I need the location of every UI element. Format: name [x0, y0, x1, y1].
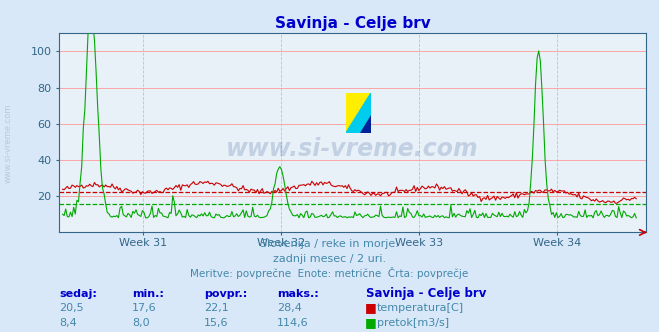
- Text: min.:: min.:: [132, 289, 163, 299]
- Polygon shape: [360, 115, 371, 133]
- Text: 20,5: 20,5: [59, 303, 84, 313]
- Text: Slovenija / reke in morje.: Slovenija / reke in morje.: [260, 239, 399, 249]
- Text: sedaj:: sedaj:: [59, 289, 97, 299]
- Polygon shape: [346, 93, 371, 133]
- Text: 15,6: 15,6: [204, 318, 229, 328]
- Text: 28,4: 28,4: [277, 303, 302, 313]
- Text: 8,0: 8,0: [132, 318, 150, 328]
- Text: 22,1: 22,1: [204, 303, 229, 313]
- Text: ■: ■: [364, 316, 376, 329]
- Text: www.si-vreme.com: www.si-vreme.com: [3, 103, 13, 183]
- Text: www.si-vreme.com: www.si-vreme.com: [226, 137, 479, 161]
- Text: 17,6: 17,6: [132, 303, 156, 313]
- Text: Savinja - Celje brv: Savinja - Celje brv: [366, 287, 486, 300]
- Text: pretok[m3/s]: pretok[m3/s]: [377, 318, 449, 328]
- Title: Savinja - Celje brv: Savinja - Celje brv: [275, 16, 430, 31]
- Text: Meritve: povprečne  Enote: metrične  Črta: povprečje: Meritve: povprečne Enote: metrične Črta:…: [190, 267, 469, 279]
- Text: povpr.:: povpr.:: [204, 289, 248, 299]
- Text: ■: ■: [364, 301, 376, 314]
- Text: maks.:: maks.:: [277, 289, 318, 299]
- Text: 114,6: 114,6: [277, 318, 308, 328]
- Text: temperatura[C]: temperatura[C]: [377, 303, 464, 313]
- Polygon shape: [346, 93, 371, 133]
- Text: 8,4: 8,4: [59, 318, 77, 328]
- Text: zadnji mesec / 2 uri.: zadnji mesec / 2 uri.: [273, 254, 386, 264]
